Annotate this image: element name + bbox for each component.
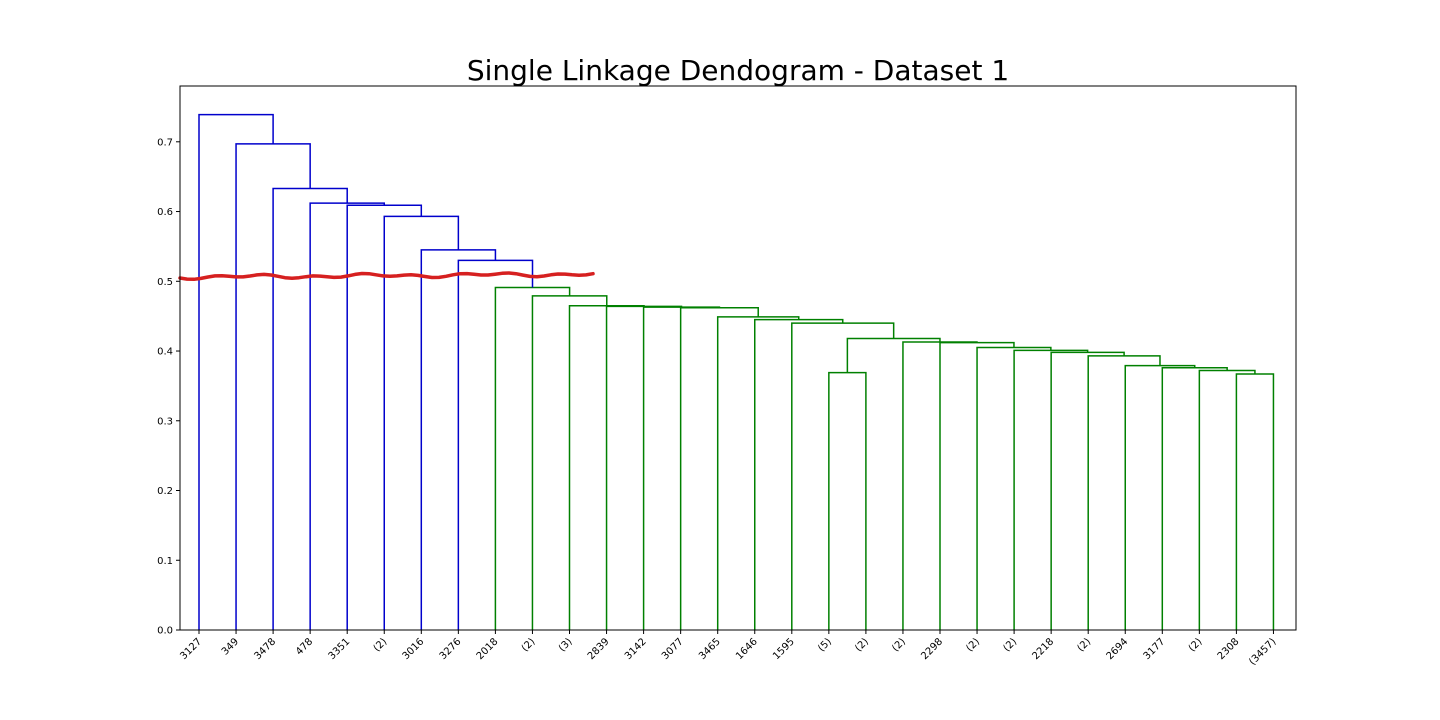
- leaf-label-3: 478: [294, 636, 315, 657]
- dendrogram-link-14: [716, 316, 800, 630]
- leaf-label-22: (2): [1001, 636, 1019, 654]
- dendrogram-link-4: [1124, 364, 1196, 630]
- dendrogram-link-15: [679, 307, 759, 630]
- leaf-label-10: (3): [557, 636, 575, 654]
- leaf-label-5: (2): [372, 636, 390, 654]
- dendrogram-link-0: [1235, 373, 1275, 630]
- leaf-label-8: 2018: [475, 636, 501, 662]
- dendrogram-link-20: [494, 286, 571, 630]
- leaf-label-0: 3127: [178, 636, 204, 662]
- dendrogram-link-10: [902, 341, 978, 630]
- leaf-label-12: 3142: [623, 636, 649, 662]
- leaf-label-26: 3177: [1142, 636, 1168, 662]
- dendrogram-link-23: [383, 215, 460, 630]
- leaf-label-7: 3276: [438, 636, 464, 662]
- leaf-label-27: (2): [1187, 636, 1205, 654]
- dendrogram-link-24: [346, 204, 423, 630]
- y-axis: 0.0 0.1 0.2 0.3 0.4 0.5 0.6 0.7: [157, 137, 180, 637]
- leaf-label-18: (2): [853, 636, 871, 654]
- dendrogram-link-6: [1050, 351, 1125, 630]
- leaf-label-15: 1646: [734, 636, 760, 662]
- leaf-label-11: 2839: [586, 636, 612, 662]
- leaf-label-19: (2): [890, 636, 908, 654]
- leaf-label-25: 2694: [1105, 636, 1131, 662]
- cut-line-layer: [178, 271, 595, 282]
- dendrogram-link-17: [605, 305, 683, 630]
- leaf-label-14: 3465: [697, 636, 723, 662]
- leaf-label-23: 2218: [1030, 636, 1056, 662]
- dendrogram-link-1: [828, 371, 867, 630]
- cut-line: [178, 271, 595, 282]
- dendrogram-link-12: [791, 322, 895, 630]
- y-tick-label-0: 0.0: [157, 626, 173, 637]
- y-tick-label-3: 0.3: [157, 416, 173, 427]
- x-axis: 3127 349 3478 478 3351 (2) 3016 3276 2018 (2) (3) 2…: [178, 630, 1279, 668]
- y-tick-label-6: 0.6: [157, 207, 173, 218]
- dendrogram-link-5: [1087, 355, 1161, 630]
- leaf-label-16: 1595: [771, 636, 797, 662]
- leaf-label-13: 3077: [660, 636, 686, 662]
- leaf-label-1: 349: [220, 636, 241, 657]
- dendrogram-link-11: [846, 337, 941, 373]
- leaf-label-24: (2): [1076, 636, 1094, 654]
- chart-title: Single Linkage Dendogram - Dataset 1: [467, 54, 1009, 87]
- leaf-label-29: (3457): [1247, 636, 1278, 667]
- dendrogram-links: [198, 113, 1275, 630]
- y-tick-label-4: 0.4: [157, 347, 173, 358]
- y-tick-label-7: 0.7: [157, 137, 173, 148]
- dendrogram-link-3: [1161, 367, 1228, 630]
- dendrogram-link-2: [1198, 369, 1256, 630]
- dendrogram-link-16: [642, 306, 721, 630]
- y-tick-label-5: 0.5: [157, 277, 173, 288]
- leaf-label-20: 2298: [919, 636, 945, 662]
- leaf-label-2: 3478: [252, 636, 278, 662]
- leaf-label-21: (2): [964, 636, 982, 654]
- y-tick-label-1: 0.1: [157, 556, 173, 567]
- leaf-label-4: 3351: [327, 636, 353, 662]
- y-tick-label-2: 0.2: [157, 486, 173, 497]
- leaf-label-28: 2308: [1216, 636, 1242, 662]
- dendrogram-link-21: [457, 259, 534, 630]
- dendrogram-link-28: [198, 113, 274, 630]
- leaf-label-6: 3016: [401, 636, 427, 662]
- leaf-label-17: (5): [816, 636, 834, 654]
- plot-frame: [179, 85, 1297, 631]
- leaf-label-9: (2): [520, 636, 538, 654]
